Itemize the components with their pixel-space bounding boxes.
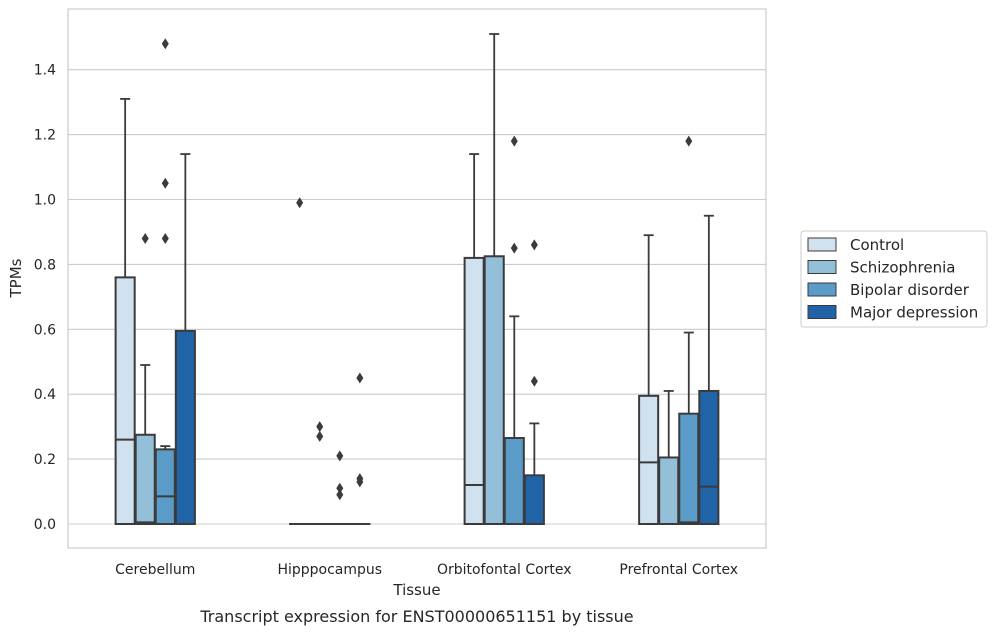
legend-swatch	[807, 282, 837, 297]
box-control	[463, 153, 485, 525]
outlier-point	[356, 372, 364, 384]
box-major-depression	[174, 153, 196, 525]
outlier-point	[336, 450, 344, 462]
chart-caption: Transcript expression for ENST0000065115…	[199, 607, 633, 626]
legend: Control Schizophrenia Bipolar disorder Majo…	[800, 230, 988, 328]
outlier-point	[161, 232, 169, 244]
boxes	[114, 33, 720, 526]
box-control	[638, 234, 660, 526]
outlier-point	[510, 242, 518, 254]
y-tick-label: 1.2	[34, 128, 56, 144]
legend-frame	[800, 230, 988, 328]
y-tick-label: 1.4	[34, 63, 56, 79]
outlier-point	[356, 473, 364, 485]
plot-frame	[67, 8, 767, 549]
x-tick-label: Cerebellum	[115, 562, 195, 578]
box-bipolar-disorder	[678, 135, 700, 526]
x-axis-label: Tissue	[392, 581, 440, 599]
box-body	[523, 474, 545, 526]
y-axis-label: TPMs	[7, 258, 25, 298]
box-schizophrenia	[658, 390, 680, 526]
box-control	[289, 197, 311, 526]
box-body	[678, 412, 700, 526]
box-bipolar-disorder	[503, 135, 525, 526]
outlier-point	[316, 430, 324, 442]
outlier-point	[296, 197, 304, 209]
box-body	[503, 437, 525, 526]
box-major-depression	[349, 372, 371, 526]
legend-entries: Control Schizophrenia Bipolar disorder Majo…	[807, 236, 978, 322]
box-schizophrenia	[483, 33, 505, 525]
x-tick-label: Orbitofontal Cortex	[437, 562, 572, 578]
legend-label: Major depression	[850, 304, 978, 322]
y-tick-label: 0.8	[34, 257, 56, 273]
outlier-point	[336, 482, 344, 494]
box-body	[114, 276, 136, 525]
outlier-point	[336, 489, 344, 501]
y-tick-label: 0.0	[34, 517, 56, 533]
box-body	[174, 329, 196, 525]
box-bipolar-disorder	[154, 38, 176, 525]
box-control	[114, 98, 136, 525]
outlier-point	[141, 232, 149, 244]
y-tick-label: 0.4	[34, 387, 56, 403]
outlier-point	[161, 177, 169, 189]
y-tick-label: 0.6	[34, 322, 56, 338]
box-schizophrenia	[134, 232, 156, 526]
outlier-point	[685, 135, 693, 147]
legend-label: Control	[850, 236, 904, 254]
box-major-depression	[698, 214, 720, 525]
box-body	[658, 456, 680, 526]
outlier-point	[161, 38, 169, 50]
box-body	[638, 394, 660, 526]
x-tick-label: Prefrontal Cortex	[619, 562, 738, 578]
y-tick-labels: 0.0 0.2 0.4 0.6 0.8 1.0 1.2 1.4	[34, 63, 56, 533]
outlier-point	[510, 135, 518, 147]
box-body	[154, 448, 176, 525]
legend-label: Bipolar disorder	[850, 281, 970, 299]
outlier-point	[316, 421, 324, 433]
legend-swatch	[807, 305, 837, 319]
box-major-depression	[523, 239, 545, 526]
legend-swatch	[807, 260, 837, 274]
y-tick-label: 0.2	[34, 452, 56, 468]
box-schizophrenia	[309, 421, 331, 526]
outlier-point	[530, 239, 538, 251]
legend-label: Schizophrenia	[850, 259, 955, 277]
x-tick-label: Hipppocampus	[277, 562, 382, 578]
y-tick-label: 1.0	[34, 193, 56, 209]
box-body	[134, 433, 156, 526]
box-body	[698, 389, 720, 525]
legend-swatch	[807, 237, 837, 252]
outlier-point	[530, 375, 538, 387]
box-body	[463, 256, 485, 525]
box-body	[483, 255, 505, 525]
x-tick-labels: Cerebellum Hipppocampus Orbitofontal Corte…	[115, 562, 738, 578]
box-bipolar-disorder	[329, 450, 351, 526]
